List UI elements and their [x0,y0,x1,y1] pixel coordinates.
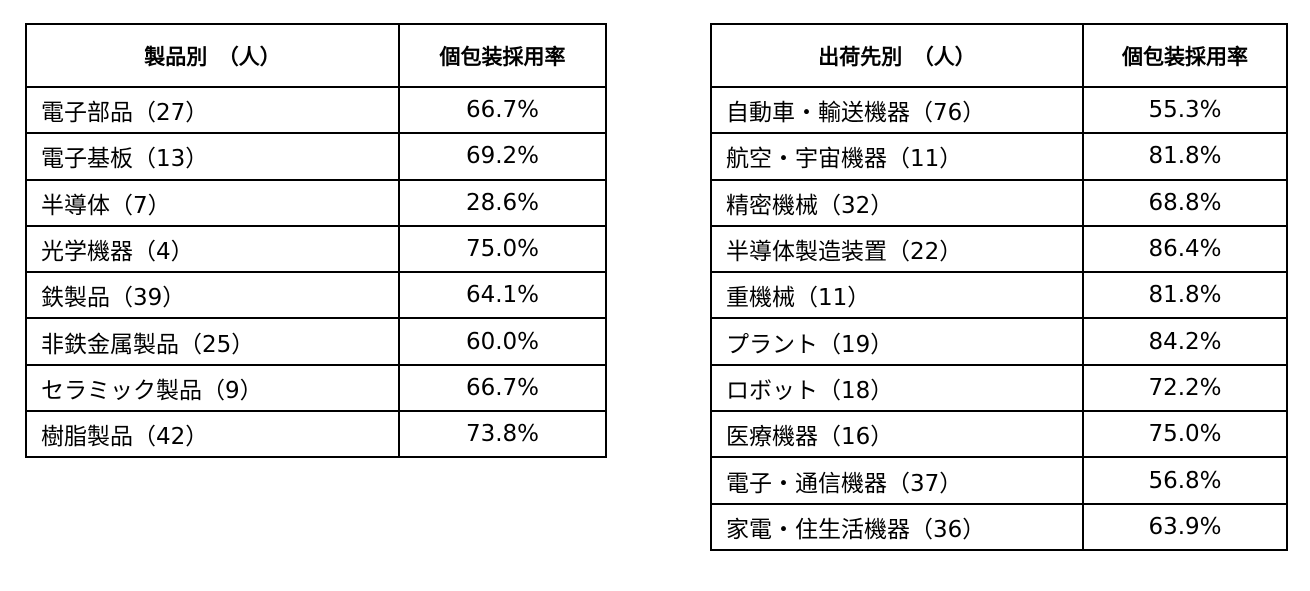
table-row: ロボット（18） 72.2% [710,363,1288,413]
rate-cell: 63.9% [1082,502,1288,551]
category-cell: 家電・住生活機器（36） [710,502,1084,551]
rate-cell: 72.2% [1082,363,1288,413]
rate-cell: 60.0% [398,317,607,366]
table-row: 電子基板（13） 69.2% [25,132,607,181]
rate-cell: 56.8% [1082,456,1288,505]
category-cell: 精密機械（32） [710,178,1084,227]
destination-table: 出荷先別 （人） 個包装採用率 自動車・輸送機器（76） 55.3% 航空・宇宙機器（1… [710,23,1288,551]
rate-cell: 86.4% [1082,224,1288,274]
rate-cell: 84.2% [1082,317,1288,366]
table-row: プラント（19） 84.2% [710,317,1288,366]
table-row: 精密機械（32） 68.8% [710,178,1288,227]
rate-cell: 75.0% [398,224,607,274]
category-cell: 電子基板（13） [25,132,400,181]
rate-cell: 73.8% [398,410,607,459]
category-cell: 光学機器（4） [25,224,400,274]
rate-cell: 28.6% [398,178,607,227]
category-cell: 航空・宇宙機器（11） [710,132,1084,181]
category-cell: ロボット（18） [710,363,1084,413]
table-row: 自動車・輸送機器（76） 55.3% [710,85,1288,135]
table-row: 鉄製品（39） 64.1% [25,271,607,320]
category-cell: 電子部品（27） [25,85,400,135]
rate-cell: 81.8% [1082,271,1288,320]
table-row: 電子・通信機器（37） 56.8% [710,456,1288,505]
category-cell: 医療機器（16） [710,410,1084,459]
category-cell: 半導体（7） [25,178,400,227]
rate-cell: 69.2% [398,132,607,181]
category-cell: 非鉄金属製品（25） [25,317,400,366]
rate-cell: 64.1% [398,271,607,320]
table-row: 半導体（7） 28.6% [25,178,607,227]
header-cell: 個包装採用率 [1082,23,1288,88]
rate-cell: 75.0% [1082,410,1288,459]
category-cell: 鉄製品（39） [25,271,400,320]
category-cell: 半導体製造装置（22） [710,224,1084,274]
table-row: 非鉄金属製品（25） 60.0% [25,317,607,366]
category-cell: セラミック製品（9） [25,363,400,413]
header-cell: 製品別 （人） [25,23,400,88]
header-cell: 個包装採用率 [398,23,607,88]
rate-cell: 55.3% [1082,85,1288,135]
rate-cell: 81.8% [1082,132,1288,181]
table-row: 樹脂製品（42） 73.8% [25,410,607,459]
product-table: 製品別 （人） 個包装採用率 電子部品（27） 66.7% 電子基板（13） 69.2% 半… [25,23,607,459]
category-cell: プラント（19） [710,317,1084,366]
header-row: 出荷先別 （人） 個包装採用率 [710,23,1288,88]
table-row: 医療機器（16） 75.0% [710,410,1288,459]
category-cell: 重機械（11） [710,271,1084,320]
header-cell: 出荷先別 （人） [710,23,1084,88]
header-row: 製品別 （人） 個包装採用率 [25,23,607,88]
table-row: 半導体製造装置（22） 86.4% [710,224,1288,274]
rate-cell: 66.7% [398,85,607,135]
category-cell: 電子・通信機器（37） [710,456,1084,505]
table-row: 重機械（11） 81.8% [710,271,1288,320]
rate-cell: 68.8% [1082,178,1288,227]
category-cell: 自動車・輸送機器（76） [710,85,1084,135]
category-cell: 樹脂製品（42） [25,410,400,459]
rate-cell: 66.7% [398,363,607,413]
table-row: 電子部品（27） 66.7% [25,85,607,135]
table-row: セラミック製品（9） 66.7% [25,363,607,413]
table-row: 航空・宇宙機器（11） 81.8% [710,132,1288,181]
table-row: 光学機器（4） 75.0% [25,224,607,274]
table-row: 家電・住生活機器（36） 63.9% [710,502,1288,551]
